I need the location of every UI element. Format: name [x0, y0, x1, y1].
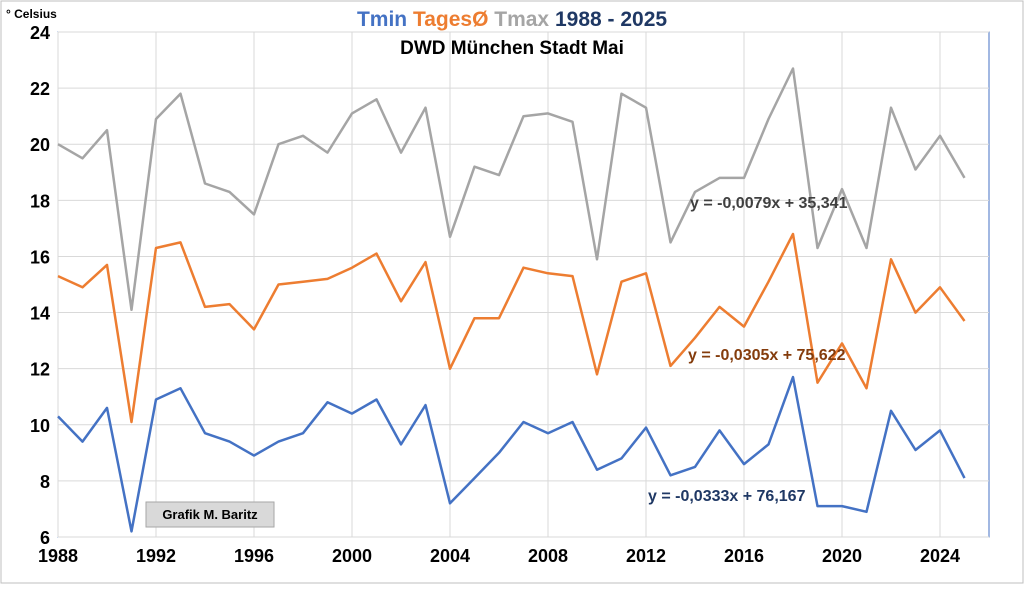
- y-tick-label: 18: [30, 191, 50, 211]
- x-tick-label: 2024: [920, 546, 960, 566]
- title-part: Tmax: [488, 8, 549, 31]
- x-tick-label: 2000: [332, 546, 372, 566]
- y-tick-label: 20: [30, 135, 50, 155]
- y-tick-label: 24: [30, 23, 50, 43]
- title-part: TagesØ: [407, 8, 488, 31]
- series-line: [57, 232, 966, 424]
- y-tick-label: 22: [30, 79, 50, 99]
- y-tick-label: 16: [30, 247, 50, 267]
- annotations: ° Celsius Tmin TagesØ Tmax 1988 - 2025 D…: [6, 7, 848, 528]
- y-tick-label: 14: [30, 304, 50, 324]
- y-tick-label: 6: [40, 528, 50, 548]
- trend-equation-label: y = -0,0333x + 76,167: [648, 488, 806, 505]
- title-part: 1988 - 2025: [549, 8, 667, 31]
- series-line: [57, 375, 966, 533]
- title-part: Tmin: [357, 8, 407, 31]
- x-tick-label: 1992: [136, 546, 176, 566]
- credit-label: Grafik M. Baritz: [162, 507, 258, 522]
- axes: 6 8 10 12 14 16 18 20 22 24 1988 1992 1996 2000 2004 20…: [30, 23, 960, 566]
- grid-lines: [57, 31, 989, 538]
- y-tick-label: 10: [30, 416, 50, 436]
- x-tick-label: 2008: [528, 546, 568, 566]
- x-tick-label: 2016: [724, 546, 764, 566]
- x-tick-label: 1996: [234, 546, 274, 566]
- credit-box: Grafik M. Baritz: [145, 501, 275, 528]
- series-lines: [57, 67, 966, 533]
- y-axis-label: ° Celsius: [6, 7, 57, 21]
- series-line: [57, 67, 966, 312]
- y-tick-label: 8: [40, 472, 50, 492]
- x-tick-label: 1988: [38, 546, 78, 566]
- chart-title: Tmin TagesØ Tmax 1988 - 2025: [357, 8, 667, 31]
- trend-equation-label: y = -0,0079x + 35,341: [690, 195, 848, 212]
- x-tick-label: 2012: [626, 546, 666, 566]
- x-tick-label: 2020: [822, 546, 862, 566]
- trend-equation-label: y = -0,0305x + 75,622: [688, 347, 846, 364]
- x-tick-label: 2004: [430, 546, 470, 566]
- chart-subtitle: DWD München Stadt Mai: [400, 38, 624, 59]
- y-tick-label: 12: [30, 360, 50, 380]
